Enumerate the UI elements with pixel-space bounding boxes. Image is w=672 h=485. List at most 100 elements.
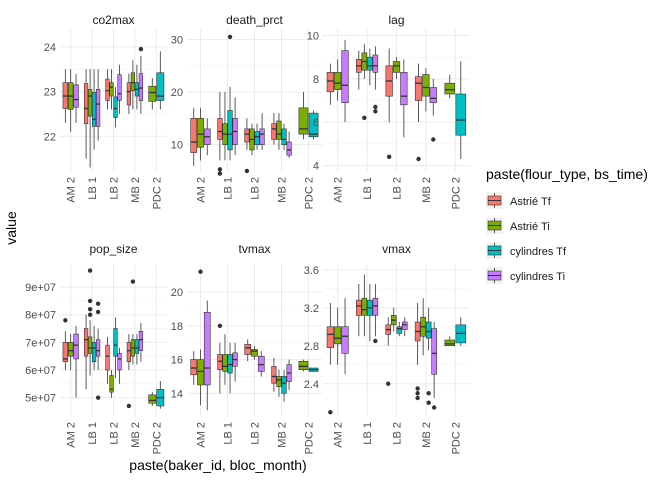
box-body — [334, 326, 342, 345]
box-MB-2-Astrié-Ti — [422, 68, 430, 112]
box-AM-2-Astrié-Ti — [67, 334, 74, 371]
box-body — [92, 342, 97, 363]
panel-pop-size: 5e+07 6e+07 7e+07 8e+07 9e+07 AM 2 LB 1 LB 2 MB … — [25, 242, 167, 454]
box-body — [134, 339, 140, 354]
box-AM-2-Astrié-Ti — [197, 269, 204, 406]
x-tick-label: LB 1 — [362, 422, 374, 445]
box-AM-2-cylindres-Ti — [203, 300, 211, 411]
outlier-point — [431, 405, 437, 410]
y-tick-label: 8 — [313, 74, 319, 86]
box-LB-1-Astrié-Ti — [361, 44, 368, 121]
y-tick-label: 20 — [171, 287, 183, 299]
outlier-point — [217, 171, 223, 176]
box-body — [227, 110, 233, 151]
x-tick-label: PDC 2 — [151, 422, 163, 454]
box-LB-2-Astrié-Tf — [244, 118, 250, 174]
x-tick-label: LB 2 — [250, 422, 262, 445]
outlier-point — [95, 301, 101, 306]
y-tick-label: 23 — [44, 87, 56, 99]
box-MB-2-Astrié-Ti — [130, 60, 135, 110]
box-MB-2-Astrié-Tf — [414, 303, 421, 401]
box-LB-2-Astrié-Tf — [244, 339, 252, 362]
box-body — [254, 131, 260, 145]
box-LB-1-cylindres-Tf — [92, 69, 97, 150]
box-body — [138, 331, 144, 351]
x-tick-label: LB 2 — [250, 177, 262, 200]
box-body — [87, 89, 93, 117]
box-body — [455, 93, 467, 136]
box-body — [444, 82, 456, 95]
box-body — [113, 96, 118, 118]
box-LB-2-cylindres-Ti — [117, 64, 122, 114]
box-PDC-2-Astrié-Ti — [444, 336, 456, 347]
outlier-point — [415, 391, 420, 396]
box-LB-1-cylindres-Tf — [227, 342, 233, 394]
box-MB-2-Astrié-Tf — [126, 73, 131, 114]
box-MB-2-Astrié-Ti — [276, 113, 282, 150]
box-LB-2-cylindres-Ti — [401, 317, 408, 337]
box-body — [298, 107, 309, 135]
box-body — [105, 78, 110, 101]
y-tick-label: 16 — [171, 355, 183, 367]
box-body — [271, 123, 277, 140]
outlier-point — [198, 269, 203, 274]
box-body — [298, 360, 309, 371]
legend-item-cylindres-Tf: cylindres Tf — [486, 242, 567, 259]
box-body — [259, 128, 265, 145]
box-LB-1-Astrié-Tf — [356, 284, 362, 337]
y-tick-label: 30 — [171, 35, 183, 47]
x-tick-label: LB 2 — [109, 177, 121, 200]
x-tick-label: LB 1 — [223, 422, 235, 445]
box-PDC-2-Astrié-Ti — [444, 74, 456, 99]
box-LB-1-cylindres-Tf — [367, 48, 373, 86]
y-tick-label: 20 — [171, 87, 183, 99]
box-MB-2-cylindres-Tf — [425, 307, 432, 405]
x-tick-label: AM 2 — [196, 177, 208, 203]
box-PDC-2-Astrié-Ti — [148, 78, 157, 110]
box-LB-1-Astrié-Ti — [222, 334, 228, 385]
y-tick-label: 2.8 — [304, 341, 319, 353]
box-body — [372, 297, 379, 316]
box-LB-1-cylindres-Ti — [372, 284, 379, 344]
box-body — [62, 342, 69, 363]
facet-title: tvmax — [238, 242, 270, 256]
box-AM-2-Astrié-Ti — [197, 107, 204, 161]
box-body — [190, 359, 198, 376]
box-body — [96, 339, 101, 357]
box-body — [422, 74, 430, 97]
box-body — [156, 72, 165, 101]
box-body — [83, 328, 89, 357]
outlier-point — [130, 279, 136, 284]
legend-item-Astrié-Tf: Astrié Tf — [486, 192, 552, 209]
box-PDC-2-cylindres-Tf — [455, 317, 467, 346]
x-tick-label: MB 2 — [421, 177, 433, 203]
outlier-point — [386, 381, 391, 386]
box-body — [276, 120, 282, 140]
outlier-point — [87, 312, 93, 317]
box-LB-1-Astrié-Tf — [356, 50, 362, 90]
box-PDC-2-cylindres-Tf — [156, 51, 165, 110]
box-PDC-2-Astrié-Ti — [298, 92, 309, 140]
box-body — [326, 326, 334, 348]
box-body — [87, 336, 93, 354]
box-body — [401, 321, 408, 330]
box-body — [308, 112, 319, 138]
panel-co2max: 22 23 24 AM 2 LB 1 LB 2 MB 2 PDC 2 co2max — [44, 13, 167, 209]
outlier-point — [217, 167, 223, 172]
box-PDC-2-Astrié-Ti — [148, 392, 157, 406]
y-tick-label: 10 — [307, 31, 319, 43]
box-PDC-2-cylindres-Tf — [308, 110, 319, 140]
x-tick-label: AM 2 — [66, 177, 78, 203]
box-body — [190, 118, 198, 153]
box-body — [431, 328, 437, 375]
box-MB-2-cylindres-Ti — [286, 359, 292, 390]
panel-death-prct: 10 20 30 AM 2 LB 1 LB 2 MB 2 PDC 2 death_prct — [171, 13, 322, 209]
x-tick-label: MB 2 — [277, 422, 289, 448]
box-LB-2-Astrié-Tf — [385, 48, 393, 160]
box-AM-2-Astrié-Tf — [190, 107, 198, 166]
box-body — [148, 85, 157, 102]
box-LB-1-cylindres-Tf — [367, 284, 373, 341]
box-MB-2-cylindres-Ti — [286, 131, 292, 158]
facet-title: lag — [388, 13, 404, 27]
x-tick-label: PDC 2 — [151, 177, 163, 209]
